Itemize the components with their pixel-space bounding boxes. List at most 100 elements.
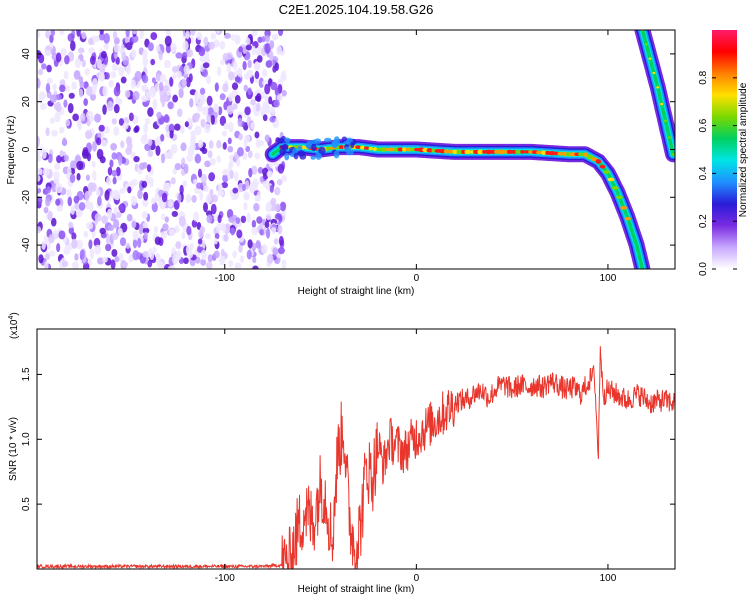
spectrogram-noise-cell bbox=[160, 230, 168, 239]
spectrogram-noise-cell bbox=[151, 77, 156, 84]
spectrogram-noise-cell bbox=[277, 163, 285, 174]
spectrogram-noise-cell bbox=[221, 223, 227, 234]
spectrogram-noise-cell bbox=[118, 252, 124, 263]
spectrogram-noise-cell bbox=[92, 170, 97, 181]
spectrogram-noise-cell bbox=[151, 201, 158, 213]
spectrogram-noise-cell bbox=[37, 226, 42, 234]
spectrogram-noise-cell bbox=[255, 239, 261, 249]
spectrogram-noise-cell bbox=[169, 76, 174, 87]
spectrogram-noise-cell bbox=[188, 73, 193, 83]
spectrogram-blob bbox=[346, 150, 354, 156]
spectrogram-noise-cell bbox=[156, 261, 164, 269]
spectrogram-noise-cell bbox=[265, 34, 270, 43]
spectrogram-noise-cell bbox=[242, 60, 247, 71]
spectrogram-noise-cell bbox=[273, 99, 280, 108]
spectrogram-noise-cell bbox=[172, 94, 179, 103]
spectrogram-noise-cell bbox=[254, 70, 260, 80]
spectrogram-blob bbox=[341, 136, 348, 142]
spectrogram-noise-cell bbox=[132, 238, 138, 249]
spectrogram-noise-cell bbox=[155, 145, 161, 156]
colorbar-label: Normalized spectral amplitude bbox=[738, 82, 749, 217]
spectrogram-noise-cell bbox=[216, 66, 222, 77]
spectrogram-noise-cell bbox=[182, 40, 189, 51]
spectrogram-noise-cell bbox=[274, 212, 282, 220]
spectrogram-noise-cell bbox=[181, 78, 187, 88]
spectrogram-noise-cell bbox=[53, 171, 60, 180]
spectrogram-noise-cell bbox=[163, 151, 169, 160]
spectrogram-noise-cell bbox=[202, 202, 209, 213]
spectrogram-noise-cell bbox=[203, 36, 209, 47]
spectrogram-noise-cell bbox=[264, 220, 270, 229]
spectrogram-noise-cell bbox=[46, 77, 53, 84]
spectrogram-noise-cell bbox=[244, 134, 251, 143]
spectrogram-noise-cell bbox=[169, 130, 174, 139]
spectrogram-blob bbox=[299, 153, 307, 160]
spectrogram-blob bbox=[333, 150, 340, 159]
spectrogram-noise-cell bbox=[265, 213, 272, 221]
spectrogram-noise-cell bbox=[110, 71, 117, 79]
spectrogram-x-label: Height of straight line (km) bbox=[298, 286, 415, 297]
spectrogram-noise-cell bbox=[183, 257, 189, 265]
spectrogram-noise-cell bbox=[254, 194, 260, 203]
spectrogram-noise-cell bbox=[193, 211, 200, 222]
spectrogram-noise-cell bbox=[251, 165, 258, 175]
spectrogram-noise-cell bbox=[143, 191, 149, 201]
spectrogram-noise-cell bbox=[196, 32, 203, 41]
spectrogram-noise-cell bbox=[81, 59, 86, 68]
spectrogram-noise-cell bbox=[49, 34, 54, 43]
spectrogram-noise-cell bbox=[179, 125, 185, 134]
spectrogram-noise-cell bbox=[181, 157, 186, 168]
spectrogram-noise-cell bbox=[257, 166, 264, 174]
spectrogram-noise-cell bbox=[145, 91, 152, 98]
spectrogram-noise-cell bbox=[264, 134, 270, 143]
spectrogram-noise-cell bbox=[81, 31, 87, 40]
spectrogram-noise-cell bbox=[114, 96, 120, 104]
spectrogram-noise-cell bbox=[170, 177, 176, 185]
spectrogram-noise-cell bbox=[261, 68, 268, 78]
spectrogram-noise-cell bbox=[205, 233, 211, 240]
spectrogram-noise-cell bbox=[236, 158, 241, 167]
spectrogram-noise-cell bbox=[110, 142, 118, 151]
spectrogram-noise-cell bbox=[264, 30, 271, 38]
spectrogram-noise-cell bbox=[142, 250, 149, 258]
spectrogram-noise-cell bbox=[71, 81, 77, 90]
spectrogram-noise-cell bbox=[244, 106, 251, 116]
spectrogram-noise-cell bbox=[167, 150, 174, 159]
spectrogram-noise-cell bbox=[218, 255, 226, 266]
spectrogram-noise-cell bbox=[265, 227, 271, 239]
spectrogram-noise-cell bbox=[141, 180, 148, 189]
spectrogram-noise-cell bbox=[232, 61, 238, 70]
spectrogram-noise-cell bbox=[237, 117, 243, 128]
spectrogram-noise-cell bbox=[198, 47, 206, 57]
spectrogram-noise-cell bbox=[50, 217, 57, 227]
spectrogram-noise-cell bbox=[56, 242, 61, 253]
spectrogram-noise-cell bbox=[58, 126, 65, 134]
spectrogram-noise-cell bbox=[210, 114, 216, 125]
y-tick-label: -40 bbox=[21, 237, 32, 252]
spectrogram-noise-cell bbox=[271, 33, 279, 41]
spectrogram-noise-cell bbox=[44, 261, 49, 269]
spectrogram-noise-cell bbox=[189, 142, 196, 151]
spectrogram-noise-cell bbox=[131, 179, 138, 187]
spectrogram-noise-cell bbox=[164, 59, 171, 69]
spectrogram-noise-cell bbox=[158, 49, 163, 61]
spectrogram-noise-cell bbox=[147, 138, 153, 146]
colorbar-tick-label: 0.2 bbox=[698, 214, 709, 228]
spectrogram-noise-cell bbox=[247, 87, 252, 96]
spectrogram-noise-cell bbox=[164, 35, 172, 47]
spectrogram-noise-cell bbox=[68, 226, 74, 235]
spectrogram-noise-cell bbox=[254, 152, 261, 160]
spectrogram-noise-cell bbox=[147, 107, 154, 117]
spectrogram-noise-cell bbox=[56, 204, 63, 212]
spectrogram-noise-cell bbox=[277, 247, 285, 255]
spectrogram-noise-cell bbox=[142, 56, 149, 68]
spectrogram-noise-cell bbox=[92, 140, 97, 152]
spectrogram-noise-cell bbox=[102, 104, 107, 115]
spectrogram-noise-cell bbox=[37, 30, 41, 38]
spectrogram-blob bbox=[297, 145, 303, 151]
x-tick-label: 100 bbox=[600, 273, 617, 284]
spectrogram-noise-cell bbox=[214, 233, 220, 240]
spectrogram-noise-cell bbox=[49, 117, 56, 124]
spectrogram-noise-cell bbox=[221, 181, 229, 189]
spectrogram-noise-cell bbox=[120, 76, 127, 84]
